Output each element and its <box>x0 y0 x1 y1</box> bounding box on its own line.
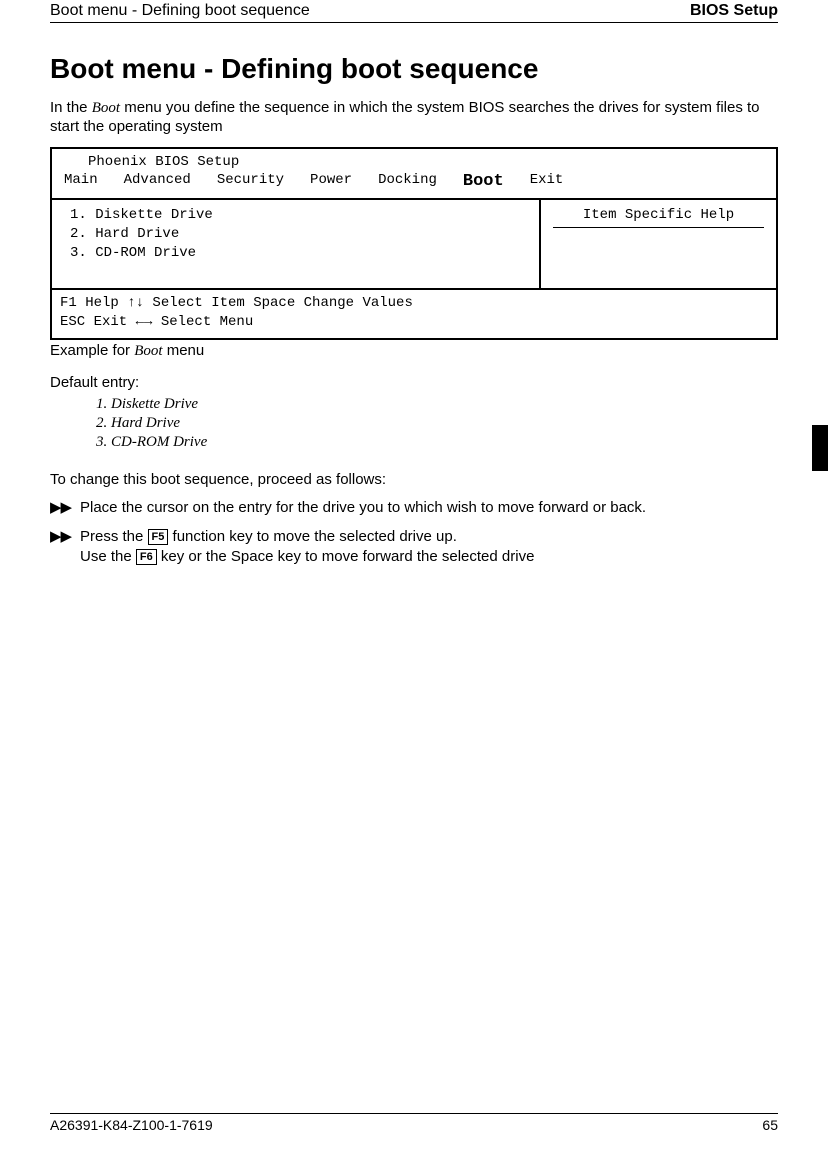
bios-setup-title: Phoenix BIOS Setup <box>88 153 764 172</box>
bios-screenshot: Phoenix BIOS Setup Main Advanced Securit… <box>50 147 778 341</box>
menu-security: Security <box>217 171 284 194</box>
header-right: BIOS Setup <box>690 2 778 20</box>
menu-docking: Docking <box>378 171 437 194</box>
doc-number: A26391-K84-Z100-1-7619 <box>50 1117 213 1133</box>
bios-footer: F1 Help ↑↓ Select Item Space Change Valu… <box>52 290 776 338</box>
default-entry-list: 1. Diskette Drive 2. Hard Drive 3. CD-RO… <box>96 395 778 451</box>
page-edge-tab <box>812 425 828 471</box>
step-2: ▶▶ Press the F5 function key to move the… <box>50 527 778 568</box>
step-1-text: Place the cursor on the entry for the dr… <box>80 498 778 518</box>
bios-help-label: Item Specific Help <box>553 206 764 225</box>
menu-boot: Boot <box>463 171 504 194</box>
step-1: ▶▶ Place the cursor on the entry for the… <box>50 498 778 518</box>
page-number: 65 <box>762 1117 778 1133</box>
intro-paragraph: In the Boot menu you define the sequence… <box>50 99 778 137</box>
bios-footer-line1: F1 Help ↑↓ Select Item Space Change Valu… <box>60 294 768 313</box>
page-title: Boot menu - Defining boot sequence <box>50 53 778 85</box>
menu-main: Main <box>64 171 98 194</box>
menu-advanced: Advanced <box>124 171 191 194</box>
default-entry-label: Default entry: <box>50 374 778 391</box>
bios-caption: Example for Boot menu <box>50 342 778 360</box>
header-left: Boot menu - Defining boot sequence <box>50 2 310 20</box>
bios-menu-bar: Main Advanced Security Power Docking Boo… <box>64 171 764 194</box>
keycap-f5: F5 <box>148 529 169 545</box>
boot-item-1: 1. Diskette Drive <box>70 206 527 225</box>
page-header: Boot menu - Defining boot sequence BIOS … <box>50 0 778 23</box>
keycap-f6: F6 <box>136 549 157 565</box>
bios-boot-list: 1. Diskette Drive 2. Hard Drive 3. CD-RO… <box>52 200 541 288</box>
bios-help-panel: Item Specific Help <box>541 200 776 288</box>
menu-power: Power <box>310 171 352 194</box>
page-footer: A26391-K84-Z100-1-7619 65 <box>50 1113 778 1133</box>
bios-footer-line2: ESC Exit ←→ Select Menu <box>60 313 768 332</box>
bios-top-bar: Phoenix BIOS Setup Main Advanced Securit… <box>52 149 776 201</box>
step-2-text: Press the F5 function key to move the se… <box>80 527 778 568</box>
boot-item-2: 2. Hard Drive <box>70 225 527 244</box>
default-2: 2. Hard Drive <box>96 414 778 433</box>
boot-item-3: 3. CD-ROM Drive <box>70 244 527 263</box>
default-1: 1. Diskette Drive <box>96 395 778 414</box>
default-3: 3. CD-ROM Drive <box>96 433 778 452</box>
step-marker-icon: ▶▶ <box>50 498 80 518</box>
menu-exit: Exit <box>530 171 564 194</box>
bios-help-divider <box>553 227 764 228</box>
instruction-text: To change this boot sequence, proceed as… <box>50 471 778 488</box>
step-marker-icon: ▶▶ <box>50 527 80 568</box>
